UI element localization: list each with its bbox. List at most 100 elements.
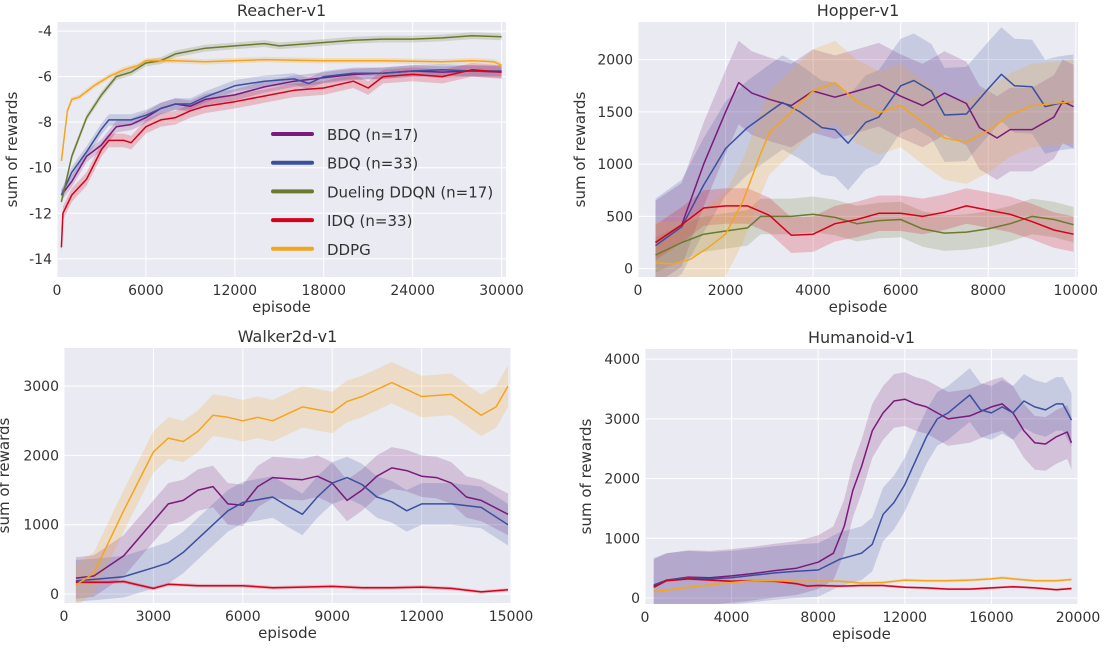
- series-group: [75, 361, 509, 603]
- confidence-band-1: [655, 27, 1074, 277]
- y-tick-label: -14: [29, 252, 52, 268]
- x-tick-label: 30000: [479, 283, 524, 299]
- x-tick-label: 8000: [970, 283, 1006, 299]
- series-group: [655, 27, 1074, 277]
- x-tick-label: 6000: [225, 609, 261, 625]
- x-tick-label: 12000: [213, 283, 258, 299]
- legend-label: BDQ (n=17): [327, 126, 418, 144]
- x-tick-label: 4000: [714, 610, 750, 626]
- confidence-band-0: [75, 447, 509, 599]
- y-tick-label: -8: [38, 115, 52, 131]
- x-tick-label: 10000: [1054, 283, 1099, 299]
- confidence-band-4: [655, 40, 1074, 277]
- legend-label: BDQ (n=33): [327, 155, 418, 173]
- chart-panel-0: 0 6000 12000 18000 24000 30000 -4 -6 -8 -10 -12 -14…: [3, 1, 524, 316]
- series-line-3: [75, 381, 509, 586]
- x-tick-label: 24000: [390, 283, 435, 299]
- x-axis-label: episode: [832, 625, 891, 643]
- x-tick-label: 20000: [1056, 610, 1101, 626]
- y-tick-label: -6: [38, 70, 52, 86]
- series-line-1: [75, 476, 509, 582]
- x-axis-label: episode: [252, 298, 311, 316]
- plot-area: [64, 348, 511, 603]
- series-line-3: [60, 69, 502, 248]
- y-tick-label: 3000: [604, 412, 640, 428]
- y-tick-label: 4000: [604, 352, 640, 368]
- plot-area: [638, 22, 1078, 277]
- x-tick-label: 6000: [128, 283, 164, 299]
- x-tick-label: 12000: [399, 609, 444, 625]
- x-tick-label: 0: [53, 283, 62, 299]
- chart-panel-2: 0 3000 6000 9000 12000 15000 0 1000 2000 3000 Walk…: [0, 327, 533, 642]
- chart-panel-1: 0 2000 4000 6000 8000 10000 0 500 1000 1500 2000 Ho…: [571, 1, 1098, 316]
- x-axis-label: episode: [829, 298, 888, 316]
- y-tick-label: -12: [29, 206, 52, 222]
- x-tick-label: 12000: [883, 610, 928, 626]
- confidence-band-2: [655, 196, 1074, 273]
- series-line-0: [655, 81, 1074, 244]
- legend: BDQ (n=17) BDQ (n=33) Dueling DDQN (n=17) I…: [271, 126, 493, 259]
- y-tick-label: 0: [624, 262, 633, 278]
- y-tick-label: 0: [50, 587, 59, 603]
- confidence-band-0: [653, 372, 1072, 604]
- y-axis-label: sum of rewards: [577, 418, 595, 534]
- chart-title: Hopper-v1: [817, 1, 900, 20]
- y-tick-label: 3000: [23, 379, 59, 395]
- y-tick-label: 500: [606, 209, 633, 225]
- series-line-3: [653, 576, 1072, 593]
- x-tick-label: 2000: [708, 283, 744, 299]
- series-line-0: [75, 467, 509, 579]
- x-tick-label: 0: [60, 609, 69, 625]
- series-line-1: [653, 394, 1073, 586]
- series-group: [653, 368, 1073, 604]
- confidence-band-1: [75, 456, 509, 602]
- y-axis-label: sum of rewards: [0, 417, 13, 533]
- series-line-2: [75, 580, 509, 593]
- legend-label: IDQ (n=33): [327, 212, 412, 230]
- series-line-3: [655, 205, 1074, 244]
- series-line-4: [60, 58, 502, 161]
- y-axis-label: sum of rewards: [571, 91, 589, 207]
- y-axis-label: sum of rewards: [3, 91, 21, 207]
- confidence-band-0: [655, 40, 1074, 277]
- chart-title: Reacher-v1: [237, 1, 326, 20]
- confidence-band-3: [75, 361, 508, 603]
- x-tick-label: 4000: [795, 283, 831, 299]
- y-tick-label: 1000: [23, 518, 59, 534]
- y-tick-label: 2000: [597, 53, 633, 69]
- chart-title: Walker2d-v1: [238, 327, 338, 346]
- chart-panel-3: 0 4000 8000 12000 16000 20000 0 1000 2000 3000 400…: [577, 328, 1100, 643]
- series-line-2: [60, 34, 502, 203]
- series-line-0: [653, 398, 1073, 587]
- x-tick-label: 6000: [883, 283, 919, 299]
- x-tick-label: 3000: [136, 609, 172, 625]
- y-tick-label: -4: [38, 24, 52, 40]
- plot-area: [645, 349, 1078, 604]
- series-line-2: [653, 578, 1072, 591]
- x-tick-label: 8000: [800, 610, 836, 626]
- y-tick-label: -10: [29, 161, 52, 177]
- y-tick-label: 1000: [597, 157, 633, 173]
- series-group: [60, 32, 502, 255]
- chart-title: Humanoid-v1: [808, 328, 915, 347]
- y-tick-label: 2000: [23, 448, 59, 464]
- y-tick-label: 2000: [604, 472, 640, 488]
- legend-label: DDPG: [327, 241, 371, 259]
- series-line-4: [655, 81, 1074, 265]
- series-line-2: [655, 213, 1074, 256]
- y-tick-label: 0: [631, 591, 640, 607]
- confidence-band-1: [653, 368, 1072, 604]
- x-tick-label: 16000: [969, 610, 1014, 626]
- x-tick-label: 9000: [314, 609, 350, 625]
- legend-label: Dueling DDQN (n=17): [327, 183, 493, 201]
- x-tick-label: 15000: [489, 609, 534, 625]
- plot-area: [57, 22, 506, 277]
- series-line-1: [655, 73, 1074, 247]
- x-tick-label: 0: [634, 283, 643, 299]
- x-tick-label: 18000: [301, 283, 346, 299]
- x-axis-label: episode: [258, 624, 317, 642]
- y-tick-label: 1500: [597, 105, 633, 121]
- series-line-1: [60, 69, 502, 196]
- x-tick-label: 0: [641, 610, 650, 626]
